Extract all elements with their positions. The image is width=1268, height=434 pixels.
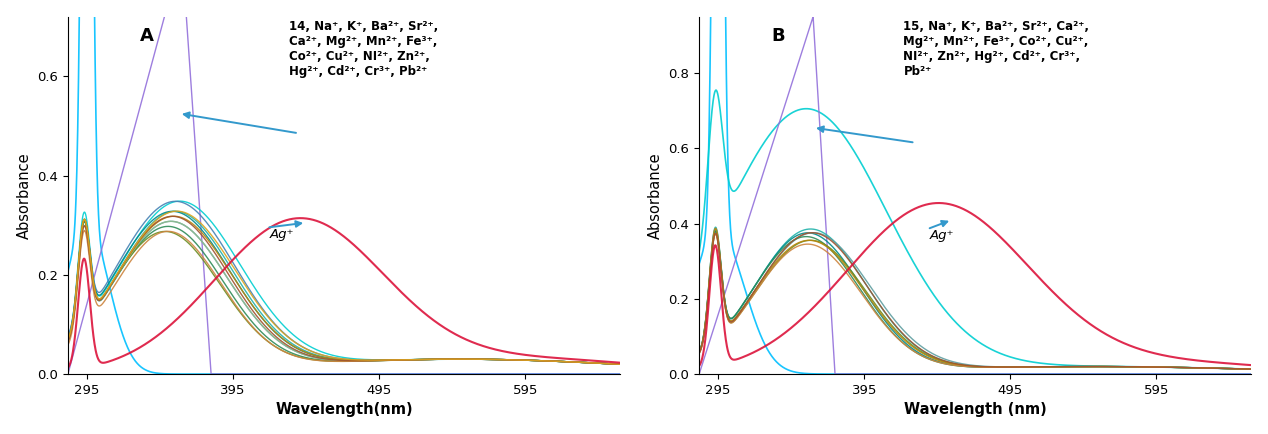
X-axis label: Wavelength (nm): Wavelength (nm) — [904, 402, 1046, 418]
Text: Ag⁺: Ag⁺ — [929, 229, 955, 242]
Text: Ag⁺: Ag⁺ — [270, 227, 294, 240]
Text: 14, Na⁺, K⁺, Ba²⁺, Sr²⁺,
Ca²⁺, Mg²⁺, Mn²⁺, Fe³⁺,
Co²⁺, Cu²⁺, NI²⁺, Zn²⁺,
Hg²⁺, C: 14, Na⁺, K⁺, Ba²⁺, Sr²⁺, Ca²⁺, Mg²⁺, Mn²… — [289, 20, 437, 78]
Text: 15, Na⁺, K⁺, Ba²⁺, Sr²⁺, Ca²⁺,
Mg²⁺, Mn²⁺, Fe³⁺, Co²⁺, Cu²⁺,
NI²⁺, Zn²⁺, Hg²⁺, C: 15, Na⁺, K⁺, Ba²⁺, Sr²⁺, Ca²⁺, Mg²⁺, Mn²… — [904, 20, 1089, 78]
Text: A: A — [139, 27, 153, 46]
X-axis label: Wavelength(nm): Wavelength(nm) — [275, 402, 413, 418]
Text: B: B — [771, 27, 785, 46]
Y-axis label: Absorbance: Absorbance — [648, 152, 663, 239]
Y-axis label: Absorbance: Absorbance — [16, 152, 32, 239]
